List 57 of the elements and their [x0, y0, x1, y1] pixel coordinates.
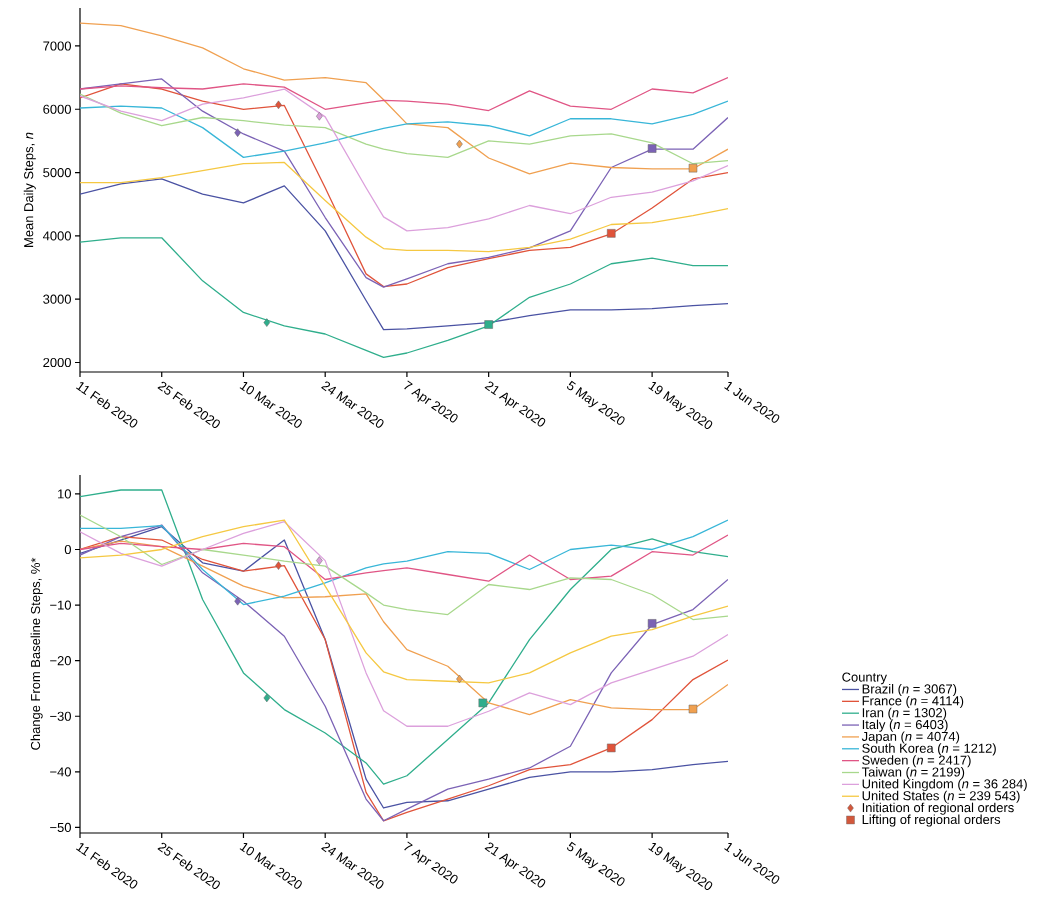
- x-tick-label: 11 Feb 2020: [75, 382, 138, 428]
- y-tick-label: 6000: [43, 104, 71, 114]
- legend-title: Country: [842, 672, 887, 685]
- line-series: [80, 519, 729, 684]
- legend-label: Iran (n = 1302): [862, 707, 947, 720]
- legend-label: Lifting of regional orders: [862, 814, 1001, 827]
- legend-label: France (n = 4114): [862, 695, 964, 708]
- line-series: [80, 161, 729, 253]
- y-tick-label: 5000: [43, 167, 71, 178]
- x-tick-label: 7 Apr 2020: [404, 380, 458, 423]
- x-tick-label: 19 May 2020: [648, 843, 713, 890]
- legend-label: South Korea (n = 1212): [862, 743, 996, 756]
- legend-label: United States (n = 239 543): [862, 790, 1020, 803]
- y-tick-label: −40: [50, 767, 71, 777]
- x-tick-label: 10 Mar 2020: [239, 843, 302, 889]
- x-tick-label: 25 Feb 2020: [157, 381, 220, 429]
- y-tick-label: −10: [50, 600, 71, 610]
- line-series: [80, 514, 729, 621]
- x-tick-label: 5 May 2020: [567, 841, 625, 886]
- y-tick-label: −30: [50, 711, 71, 721]
- legend-label: Sweden (n = 2417): [862, 755, 971, 768]
- x-tick-label: 1 Jun 2020: [724, 382, 780, 423]
- legend-label: Italy (n = 6403): [862, 719, 948, 732]
- legend-label: Taiwan (n = 2199): [861, 767, 965, 780]
- y-tick-label: 0: [64, 544, 71, 555]
- legend-label: Initiation of regional orders: [862, 802, 1014, 815]
- line-series: [80, 519, 729, 606]
- x-tick-label: 25 Feb 2020: [157, 842, 220, 890]
- line-series: [80, 22, 729, 175]
- x-tick-label: 10 Mar 2020: [239, 382, 302, 428]
- y-tick-label: −20: [50, 656, 71, 666]
- y-tick-label: 2000: [43, 357, 71, 368]
- x-tick-label: 24 Mar 2020: [321, 381, 384, 428]
- x-tick-label: 11 Feb 2020: [75, 843, 138, 889]
- y-tick-label: 4000: [42, 231, 71, 241]
- point: [316, 556, 323, 565]
- y-axis-title: Change From Baseline Steps, %*: [30, 557, 43, 750]
- legend-label: Brazil (n = 3067): [862, 684, 957, 697]
- line-series: [80, 534, 729, 582]
- legend-label: Japan (n = 4074): [861, 731, 960, 744]
- x-tick-label: 24 Mar 2020: [321, 842, 384, 889]
- point: [316, 111, 323, 121]
- line-series: [80, 100, 729, 159]
- line-series: [80, 88, 729, 232]
- y-tick-label: 7000: [43, 41, 71, 51]
- y-tick-label: −50: [50, 822, 71, 833]
- x-tick-label: 1 Jun 2020: [724, 843, 780, 884]
- line-series: [80, 489, 729, 785]
- x-tick-label: 5 May 2020: [567, 380, 625, 425]
- line-series: [80, 237, 729, 359]
- y-tick-label: 3000: [43, 294, 71, 304]
- x-tick-label: 7 Apr 2020: [404, 841, 458, 884]
- line-series: [80, 178, 729, 331]
- x-tick-label: 19 May 2020: [648, 382, 713, 429]
- y-axis-title: Mean Daily Steps, n: [23, 132, 36, 247]
- y-tick-label: 10: [58, 489, 71, 499]
- line-series: [80, 76, 729, 112]
